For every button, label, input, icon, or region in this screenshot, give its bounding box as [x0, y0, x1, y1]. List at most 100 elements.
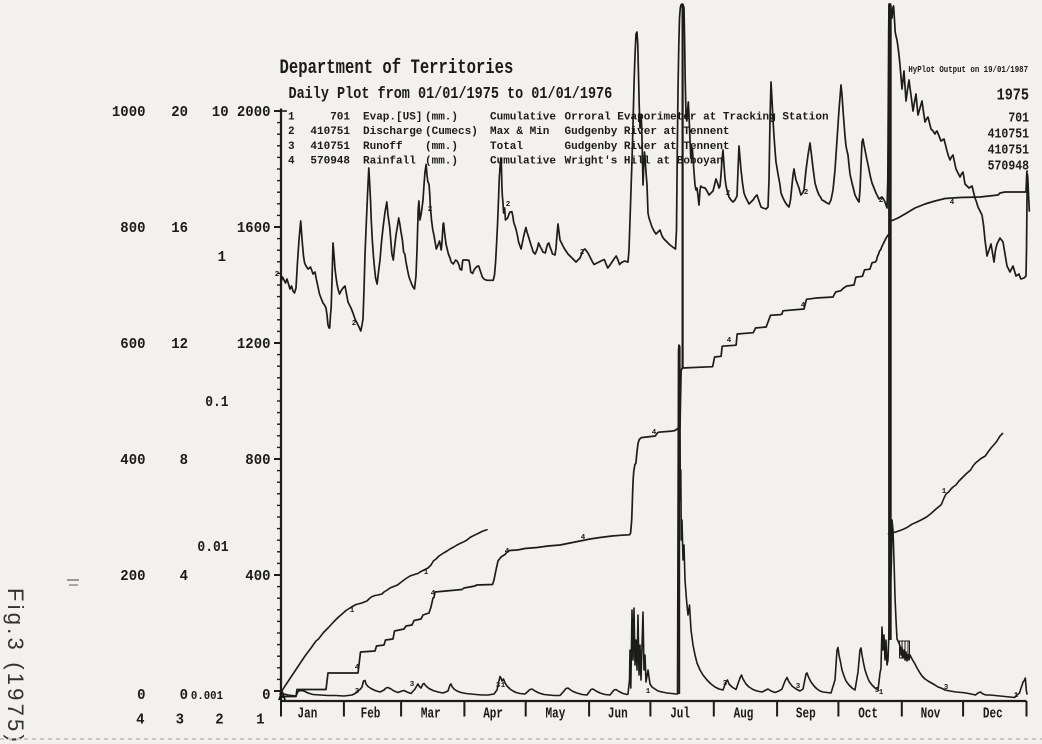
svg-text:410751: 410751 — [310, 126, 350, 138]
svg-text:1: 1 — [256, 712, 264, 728]
svg-text:Max & Min: Max & Min — [490, 126, 549, 138]
svg-text:0.1: 0.1 — [205, 396, 228, 412]
svg-text:4: 4 — [801, 302, 806, 310]
svg-text:Discharge: Discharge — [363, 126, 423, 138]
svg-text:10: 10 — [212, 105, 229, 121]
svg-text:(mm.): (mm.) — [425, 156, 458, 168]
svg-text:2: 2 — [726, 190, 731, 198]
svg-text:(Cumecs): (Cumecs) — [425, 126, 478, 138]
svg-text:Runoff: Runoff — [363, 141, 403, 153]
svg-text:1: 1 — [288, 112, 295, 124]
svg-text:0: 0 — [137, 688, 145, 704]
svg-text:16: 16 — [171, 221, 188, 237]
svg-text:0: 0 — [262, 688, 270, 704]
svg-text:Wright's Hill at Boboyan: Wright's Hill at Boboyan — [565, 156, 723, 168]
svg-text:4: 4 — [355, 664, 360, 672]
svg-text:701: 701 — [1008, 110, 1029, 126]
svg-text:A: A — [278, 689, 286, 704]
svg-text:1: 1 — [424, 569, 429, 577]
svg-text:2000: 2000 — [237, 105, 271, 121]
svg-text:(mm.): (mm.) — [425, 112, 458, 124]
svg-text:2: 2 — [879, 197, 884, 205]
svg-text:20: 20 — [171, 105, 188, 121]
svg-text:Feb: Feb — [361, 705, 381, 722]
svg-text:3: 3 — [288, 141, 295, 153]
svg-text:HyPlot Output on 19/01/1987: HyPlot Output on 19/01/1987 — [908, 64, 1028, 75]
svg-text:Jun: Jun — [608, 705, 628, 722]
svg-text:3: 3 — [496, 682, 501, 690]
svg-text:Sep: Sep — [796, 705, 816, 722]
svg-text:1: 1 — [942, 488, 947, 496]
svg-text:1: 1 — [1014, 692, 1019, 700]
svg-text:400: 400 — [245, 569, 270, 585]
svg-text:1200: 1200 — [237, 337, 271, 353]
svg-text:0: 0 — [180, 688, 188, 704]
svg-text:410751: 410751 — [988, 142, 1030, 158]
svg-text:Jan: Jan — [297, 705, 317, 722]
svg-text:200: 200 — [120, 569, 145, 585]
svg-text:570948: 570948 — [988, 158, 1029, 174]
svg-text:4: 4 — [727, 337, 732, 345]
svg-text:4: 4 — [505, 548, 510, 556]
svg-text:800: 800 — [245, 453, 270, 469]
svg-text:4: 4 — [581, 534, 586, 542]
svg-text:1: 1 — [879, 689, 884, 697]
svg-text:Aug: Aug — [734, 705, 754, 722]
svg-text:Evap.[US]: Evap.[US] — [363, 112, 422, 124]
svg-text:Cumulative: Cumulative — [490, 156, 556, 168]
svg-text:Cumulative: Cumulative — [490, 112, 556, 124]
svg-text:1000: 1000 — [112, 105, 146, 121]
svg-text:1: 1 — [218, 250, 226, 266]
svg-text:2: 2 — [506, 201, 511, 209]
svg-text:3: 3 — [875, 687, 880, 695]
svg-text:Apr: Apr — [483, 705, 503, 722]
svg-text:600: 600 — [120, 337, 145, 353]
svg-text:Gudgenby River at Tennent: Gudgenby River at Tennent — [565, 141, 730, 153]
svg-text:3: 3 — [410, 681, 415, 689]
svg-text:Mar: Mar — [421, 705, 441, 722]
svg-text:2: 2 — [428, 206, 433, 214]
svg-text:8: 8 — [180, 453, 188, 469]
svg-text:3: 3 — [796, 683, 801, 691]
svg-text:1: 1 — [501, 682, 506, 690]
svg-text:0.001: 0.001 — [191, 690, 223, 704]
svg-text:Orroral Evaporimeter at Tracki: Orroral Evaporimeter at Tracking Station — [565, 112, 829, 124]
svg-text:(mm.): (mm.) — [425, 141, 458, 153]
svg-text:4: 4 — [431, 590, 436, 598]
svg-text:4: 4 — [180, 569, 189, 585]
svg-text:410751: 410751 — [310, 141, 350, 153]
svg-text:2: 2 — [580, 249, 585, 257]
svg-text:Jul: Jul — [670, 705, 690, 722]
svg-text:2: 2 — [804, 189, 809, 197]
svg-text:570948: 570948 — [310, 156, 350, 168]
svg-text:Dec: Dec — [983, 705, 1003, 722]
svg-text:2: 2 — [352, 320, 357, 328]
svg-text:3: 3 — [176, 712, 184, 728]
svg-text:410751: 410751 — [988, 126, 1030, 142]
svg-text:Daily Plot from 01/01/1975 to: Daily Plot from 01/01/1975 to 01/01/1976 — [289, 84, 613, 104]
svg-text:1: 1 — [350, 607, 355, 615]
svg-text:3: 3 — [723, 680, 728, 688]
svg-text:4: 4 — [652, 429, 657, 437]
svg-text:12: 12 — [171, 337, 188, 353]
svg-text:1975: 1975 — [997, 88, 1029, 105]
svg-text:400: 400 — [120, 453, 145, 469]
svg-text:May: May — [545, 705, 565, 722]
svg-text:Rainfall: Rainfall — [363, 156, 416, 168]
svg-text:0.01: 0.01 — [197, 541, 228, 557]
svg-text:4: 4 — [136, 712, 145, 728]
svg-text:3: 3 — [944, 684, 949, 692]
svg-text:4: 4 — [288, 156, 295, 168]
svg-text:2: 2 — [275, 271, 280, 279]
svg-text:Nov: Nov — [921, 705, 941, 722]
svg-text:3: 3 — [355, 688, 360, 696]
svg-text:Oct: Oct — [858, 705, 878, 722]
svg-text:2: 2 — [288, 126, 295, 138]
svg-text:2: 2 — [215, 712, 223, 728]
svg-text:Total: Total — [490, 141, 523, 153]
svg-text:1600: 1600 — [237, 221, 271, 237]
svg-text:Gudgenby River at Tennent: Gudgenby River at Tennent — [565, 126, 730, 138]
svg-text:Department of Territories: Department of Territories — [280, 58, 514, 80]
svg-text:800: 800 — [120, 221, 145, 237]
svg-text:4: 4 — [950, 199, 955, 207]
